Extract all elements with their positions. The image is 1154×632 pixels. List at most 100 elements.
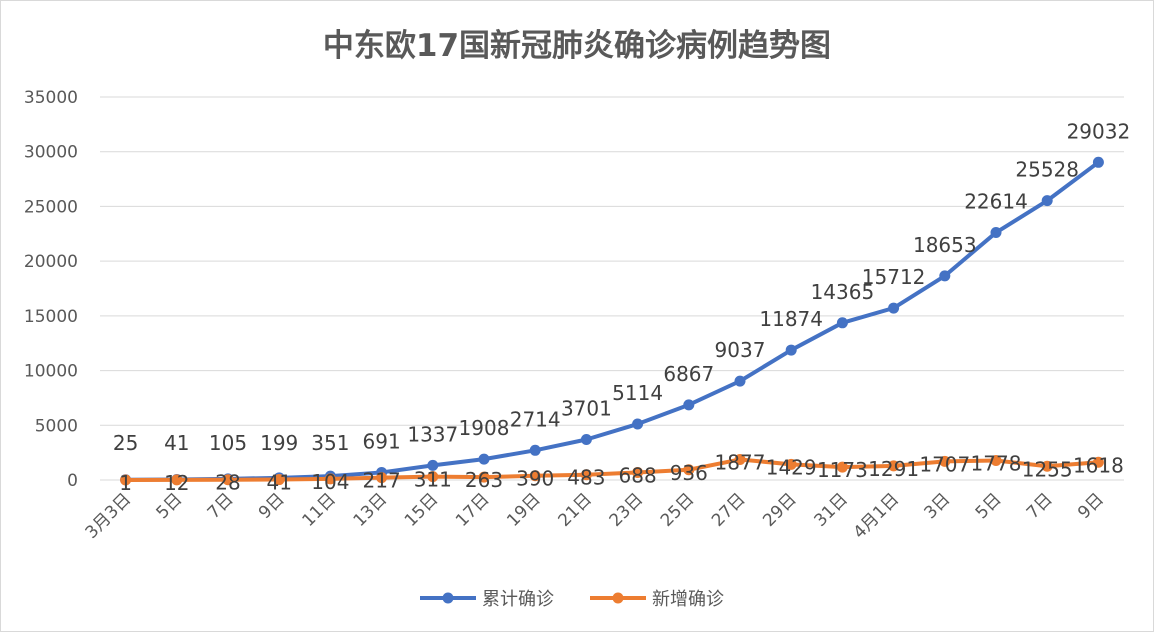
data-point	[376, 472, 388, 484]
data-label: 199	[260, 431, 298, 455]
data-label: 1173	[817, 458, 868, 482]
data-point	[120, 474, 132, 486]
legend-label: 新增确诊	[652, 589, 724, 610]
data-point	[632, 418, 644, 430]
legend-swatch-marker	[612, 592, 624, 604]
x-tick-label: 9日	[1074, 489, 1108, 523]
x-tick-label: 3月3日	[82, 489, 135, 542]
x-tick-label: 19日	[503, 489, 544, 530]
y-tick-label: 15000	[24, 307, 78, 327]
data-label: 1908	[459, 416, 510, 440]
data-label: 1618	[1073, 453, 1124, 477]
data-point	[888, 460, 900, 472]
data-label: 390	[516, 467, 554, 491]
data-label: 311	[414, 468, 452, 492]
data-point	[939, 270, 951, 282]
data-point	[427, 471, 439, 483]
data-point	[1041, 460, 1053, 472]
data-label: 12	[164, 471, 189, 495]
x-tick-label: 5日	[972, 489, 1006, 523]
chart-title: 中东欧17国新冠肺炎确诊病例趋势图	[322, 28, 832, 64]
data-labels: 25 41 105 199 351 691 1337 1908 2714 370151146867…	[113, 119, 1130, 495]
series-line	[125, 457, 1099, 482]
legend-label: 累计确诊	[482, 589, 554, 610]
y-tick-label: 5000	[35, 416, 78, 436]
x-tick-label: 27日	[708, 489, 749, 530]
data-point	[632, 466, 644, 478]
data-point	[990, 227, 1002, 239]
x-tick-label: 17日	[452, 489, 493, 530]
data-point	[1041, 195, 1053, 207]
legend: 累计确诊 新增确诊	[420, 589, 724, 610]
data-label: 1337	[407, 422, 458, 446]
data-point	[888, 302, 900, 314]
data-label: 688	[619, 463, 657, 487]
data-label: 9037	[715, 338, 766, 362]
x-axis: 3月3日 5日 7日 9日 11日 13日 15日 17日 19日 21日 23日 25日 27日 29日…	[82, 489, 1108, 542]
gridlines	[100, 96, 1124, 481]
data-point	[580, 469, 592, 481]
x-tick-label: 3日	[921, 489, 955, 523]
x-tick-label: 13日	[350, 489, 391, 530]
data-label: 691	[363, 429, 401, 453]
data-point	[529, 470, 541, 482]
data-point	[785, 458, 797, 470]
x-tick-label: 23日	[606, 489, 647, 530]
data-point	[427, 459, 439, 471]
y-tick-label: 25000	[24, 197, 78, 217]
data-label: 5114	[612, 381, 663, 405]
data-label: 263	[465, 468, 503, 492]
x-tick-label: 25日	[657, 489, 698, 530]
data-label: 1707	[919, 452, 970, 476]
data-label: 28	[215, 471, 240, 495]
y-tick-label: 10000	[24, 362, 78, 382]
data-point	[1092, 456, 1104, 468]
data-point	[324, 473, 336, 485]
y-tick-label: 30000	[24, 143, 78, 163]
data-label: 29032	[1067, 119, 1131, 143]
data-label: 22614	[964, 190, 1028, 214]
data-point	[580, 434, 592, 446]
data-label: 25528	[1015, 158, 1079, 182]
data-point	[478, 453, 490, 465]
data-label: 104	[311, 470, 349, 494]
x-tick-label: 4月1日	[850, 489, 903, 542]
data-label: 41	[266, 471, 291, 495]
series-lines	[120, 156, 1104, 486]
data-point	[529, 444, 541, 456]
data-label: 1255	[1022, 457, 1073, 481]
data-point	[273, 474, 285, 486]
data-label: 1291	[868, 457, 919, 481]
x-tick-label: 11日	[298, 489, 339, 530]
data-point	[683, 464, 695, 476]
data-label: 2714	[510, 407, 561, 431]
data-label: 1429	[766, 455, 817, 479]
y-axis: 0 5000 10000 15000 20000 25000 30000 35000	[24, 88, 78, 491]
data-label: 6867	[663, 362, 714, 386]
data-label: 3701	[561, 397, 612, 421]
data-point	[222, 474, 234, 486]
data-label: 25	[113, 431, 138, 455]
data-label: 18653	[913, 233, 977, 257]
data-point	[683, 399, 695, 411]
data-label: 217	[363, 469, 401, 493]
data-point	[734, 375, 746, 387]
x-tick-label: 31日	[810, 489, 851, 530]
x-tick-label: 15日	[401, 489, 442, 530]
data-point	[1092, 156, 1104, 168]
data-label: 1778	[971, 452, 1022, 476]
data-point	[171, 474, 183, 486]
data-label: 15712	[862, 265, 926, 289]
data-point	[478, 471, 490, 483]
x-tick-label: 21日	[554, 489, 595, 530]
data-label: 936	[670, 461, 708, 485]
x-tick-label: 29日	[759, 489, 800, 530]
data-label: 11874	[759, 307, 823, 331]
data-point	[785, 344, 797, 356]
legend-swatch-marker	[442, 592, 454, 604]
y-tick-label: 35000	[24, 88, 78, 108]
y-tick-label: 0	[67, 471, 78, 491]
data-point	[990, 455, 1002, 467]
data-label: 14365	[811, 280, 875, 304]
